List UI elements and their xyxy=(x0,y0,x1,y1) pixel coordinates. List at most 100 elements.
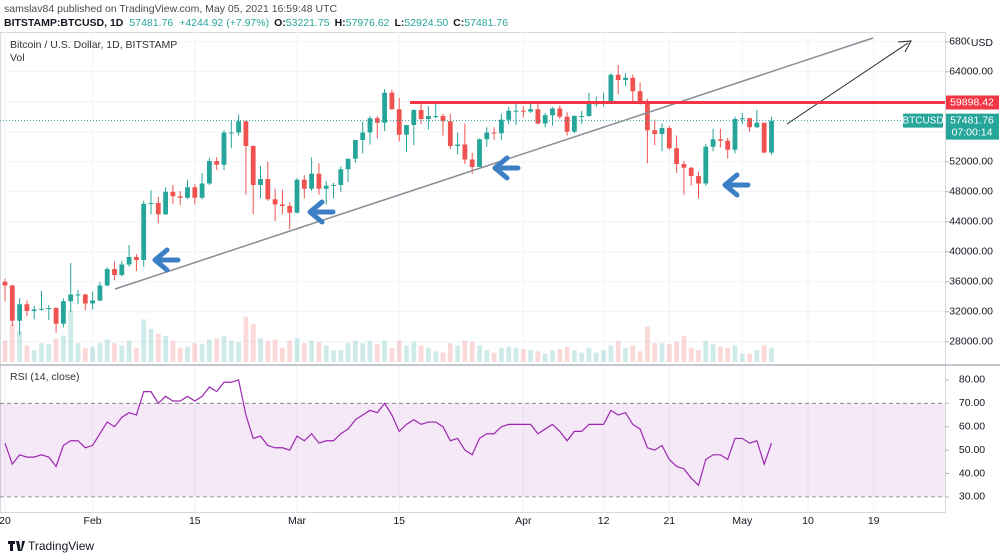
rsi-y-tick-label: 30.00 xyxy=(959,491,985,503)
candle-body xyxy=(323,185,329,189)
volume-bar xyxy=(9,324,15,362)
candle-body xyxy=(645,101,650,131)
volume-bar xyxy=(163,336,168,362)
volume-bar xyxy=(134,347,139,362)
candle-body xyxy=(2,281,8,286)
candle-body xyxy=(696,176,701,184)
candle-body xyxy=(659,128,665,134)
candle-body xyxy=(294,179,300,213)
volume-bar xyxy=(31,350,37,362)
ohlc-key: L: xyxy=(394,17,404,29)
x-tick-label: 21 xyxy=(663,515,675,527)
candle-body xyxy=(389,92,395,110)
rsi-y-tick-label: 60.00 xyxy=(959,420,985,432)
candle-body xyxy=(9,285,15,321)
rsi-line xyxy=(4,379,773,487)
author-line: samslav84 published on TradingView.com, … xyxy=(4,3,338,15)
volume-bar xyxy=(484,350,490,362)
volume-bar xyxy=(82,347,88,362)
rsi-y-tick-label: 70.00 xyxy=(959,397,985,409)
candle-body xyxy=(214,161,220,165)
candle-body xyxy=(163,191,168,215)
volume-bar xyxy=(550,350,555,362)
volume-bar xyxy=(243,317,249,362)
candle-body xyxy=(374,118,380,123)
candle-body xyxy=(623,77,628,80)
candle-body xyxy=(367,118,373,133)
candle-body xyxy=(228,132,234,134)
candle-body xyxy=(396,109,402,135)
volume-bar xyxy=(615,340,621,362)
volume-bar xyxy=(155,333,161,362)
candle-body xyxy=(499,119,504,134)
volume-bar xyxy=(630,345,636,362)
volume-bar xyxy=(294,338,300,362)
volume-bar xyxy=(250,324,256,362)
candle-body xyxy=(615,74,621,80)
ohlc-key: O: xyxy=(274,17,286,29)
candle-body xyxy=(572,116,577,132)
volume-bar xyxy=(433,351,439,362)
candle-body xyxy=(630,77,636,92)
candle-body xyxy=(155,203,161,215)
candle-body xyxy=(447,121,453,146)
volume-bar xyxy=(572,350,577,362)
candle-body xyxy=(477,139,482,167)
volume-bar xyxy=(739,353,745,362)
candle-body xyxy=(31,309,37,311)
candle-body xyxy=(404,125,409,135)
volume-bar xyxy=(769,347,774,362)
volume-bar xyxy=(579,352,585,362)
volume-bar xyxy=(703,340,709,362)
volume-bar xyxy=(666,344,672,362)
volume-bar xyxy=(280,347,285,362)
volume-bar xyxy=(761,345,767,362)
volume-bar xyxy=(747,353,752,362)
volume-bar xyxy=(68,310,74,362)
candle-body xyxy=(221,132,227,165)
candle-body xyxy=(666,128,672,149)
volume-bar xyxy=(506,346,512,362)
volume-bar xyxy=(491,352,497,362)
candle-body xyxy=(316,173,322,189)
candle-body xyxy=(82,294,88,304)
volume-bar xyxy=(688,347,694,362)
volume-bar xyxy=(323,345,329,362)
volume-bar xyxy=(520,349,526,362)
volume-bar xyxy=(404,345,409,362)
volume-bar xyxy=(528,350,533,362)
candle-body xyxy=(440,116,446,122)
x-tick-label: 19 xyxy=(868,515,880,527)
volume-bar xyxy=(265,340,271,362)
candle-body xyxy=(754,122,760,128)
candle-body xyxy=(674,148,679,164)
candle-body xyxy=(17,304,22,321)
volume-bar xyxy=(258,338,263,362)
volume-bar xyxy=(53,338,59,362)
ohlc-value: 52924.50 xyxy=(404,17,448,29)
volume-bar xyxy=(353,340,358,362)
candle-body xyxy=(418,110,424,119)
candle-body xyxy=(652,130,658,134)
volume-bar xyxy=(652,343,658,362)
x-tick-label: 10 xyxy=(802,515,814,527)
resistance-label: 59898.42 xyxy=(950,96,994,108)
ohlc-value: 57976.62 xyxy=(346,17,390,29)
candle-body xyxy=(287,206,293,213)
candle-body xyxy=(126,257,132,265)
candle-body xyxy=(688,167,694,176)
candle-body xyxy=(97,285,103,301)
volume-bar xyxy=(732,345,738,362)
y-tick-label: 32000.00 xyxy=(949,306,993,318)
volume-bar xyxy=(396,340,402,362)
volume-bar xyxy=(46,344,52,362)
volume-bar xyxy=(462,340,468,362)
volume-bar xyxy=(535,351,541,362)
candle-body xyxy=(353,140,358,159)
last-price-bg xyxy=(946,113,999,140)
volume-bar xyxy=(24,345,30,362)
candle-body xyxy=(637,91,643,101)
candle-body xyxy=(426,116,431,119)
candle-body xyxy=(506,110,512,120)
